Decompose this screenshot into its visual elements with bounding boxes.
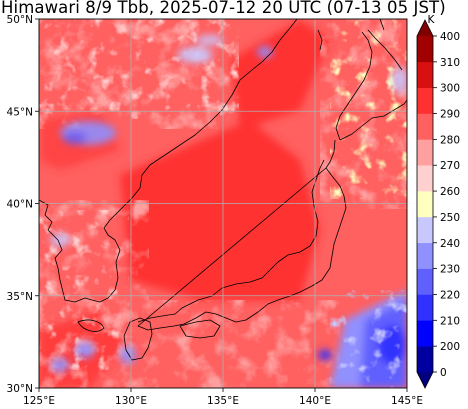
lon-tick-label: 125°E xyxy=(23,395,55,407)
colorbar-tick-label: 250 xyxy=(440,212,460,224)
gridlines xyxy=(39,19,407,388)
colorbar-tick-label: 230 xyxy=(440,264,460,276)
colorbar-segment xyxy=(417,346,433,373)
colorbar-over-arrow xyxy=(417,20,433,36)
colorbar-segment xyxy=(417,87,433,114)
coastline-north-detail xyxy=(317,29,323,51)
colorbar-tick-label: 260 xyxy=(440,186,460,198)
warm-region-sea-of-japan xyxy=(120,120,320,300)
colorbar-segment xyxy=(417,320,433,347)
colorbar-tick-label: 280 xyxy=(440,134,460,146)
latitude-axis: 30°N 35°N 40°N 45°N 50°N xyxy=(7,14,39,395)
cold-cloud-patch-3 xyxy=(177,47,213,63)
colorbar-tick-label: 310 xyxy=(440,57,460,69)
coastline-shikoku xyxy=(179,319,221,339)
cold-cloud-patch-2 xyxy=(63,132,87,144)
warm-region-north xyxy=(230,20,330,130)
colorbar-tick-label: 220 xyxy=(440,289,460,301)
colorbar-segment xyxy=(417,294,433,321)
colorbar-tick-label: 300 xyxy=(440,83,460,95)
colorbar-tick-label: 270 xyxy=(440,160,460,172)
colorbar-segment xyxy=(417,36,433,63)
colorbar-under-arrow xyxy=(417,372,433,388)
lat-tick-label: 50°N xyxy=(7,14,33,26)
cold-cloud-patch-9 xyxy=(120,346,136,364)
cloud-texture-northeast-light xyxy=(330,19,407,199)
lon-tick-label: 135°E xyxy=(207,395,239,407)
colorbar-segment xyxy=(417,61,433,88)
colorbar-segment xyxy=(417,242,433,269)
colorbar-tick-label: 240 xyxy=(440,238,460,250)
lat-tick-label: 30°N xyxy=(7,383,33,395)
lon-tick-label: 145°E xyxy=(391,395,423,407)
coastline-jeju xyxy=(77,319,105,332)
cold-cloud-patch-7 xyxy=(75,342,95,358)
cold-cloud-patch-8 xyxy=(51,358,69,372)
convective-cloud-cell xyxy=(318,350,332,360)
colorbar-tick-label: 210 xyxy=(440,315,460,327)
coastline-continent xyxy=(39,19,298,303)
coastline-honshu xyxy=(137,139,347,331)
coastline-kyushu xyxy=(123,317,153,361)
colorbar-segment xyxy=(417,139,433,166)
map-title: Himawari 8/9 Tbb, 2025-07-12 20 UTC (07-… xyxy=(1,0,446,17)
cold-cloud-patch-5 xyxy=(196,35,224,45)
coastline-hokkaido xyxy=(335,31,407,141)
cold-cloud-patch-10 xyxy=(392,66,407,94)
lat-tick-label: 45°N xyxy=(7,106,33,118)
colorbar-tick-label: 0 xyxy=(440,367,447,379)
colorbar-segment xyxy=(417,165,433,192)
longitude-axis: 125°E 130°E 135°E 140°E 145°E xyxy=(23,388,423,407)
cloud-texture-northwest-light xyxy=(39,19,239,119)
colorbar-tick-label: 290 xyxy=(440,109,460,121)
colorbar-tick-label: 400 xyxy=(440,31,460,43)
lon-tick-label: 130°E xyxy=(115,395,147,407)
cloud-texture-south xyxy=(140,300,340,388)
colorbar-segment xyxy=(417,268,433,295)
convective-cloud-texture xyxy=(330,290,407,388)
lat-tick-label: 35°N xyxy=(7,291,33,303)
coastline-sakhalin-kurils xyxy=(367,19,403,71)
lat-tick-label: 40°N xyxy=(7,199,33,211)
cold-cloud-patch-4 xyxy=(257,46,273,58)
colorbar-segment xyxy=(417,216,433,244)
colorbar-segment xyxy=(417,191,433,218)
coastlines xyxy=(39,19,407,361)
colorbar-segment xyxy=(417,113,433,140)
colorbar: 0 200 210 220 230 240 250 260 270 280 290 300 310 400 xyxy=(416,19,460,389)
colorbar-tick-label: 200 xyxy=(440,341,460,353)
lon-tick-label: 140°E xyxy=(299,395,331,407)
colorbar-unit: K xyxy=(428,14,436,26)
